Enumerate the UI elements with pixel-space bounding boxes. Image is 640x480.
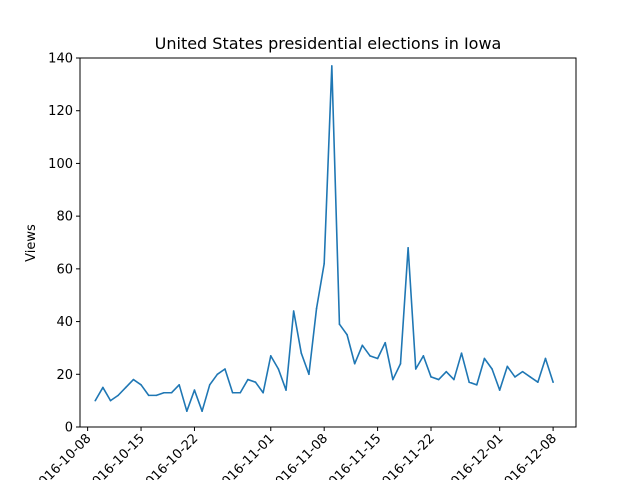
y-axis-ticks: 0 20 40 60 80 100 120 140	[48, 52, 80, 436]
data-point	[414, 368, 417, 370]
data-point	[285, 389, 287, 391]
data-point	[155, 394, 158, 397]
y-tick-label: 40	[56, 315, 73, 330]
data-point	[292, 310, 295, 312]
y-tick-label: 120	[48, 104, 73, 119]
data-point	[476, 384, 478, 386]
data-point	[338, 323, 341, 326]
data-point	[300, 352, 303, 355]
data-point	[186, 410, 188, 412]
data-point	[178, 384, 180, 386]
data-point	[239, 391, 242, 394]
data-point	[369, 355, 371, 357]
data-point	[102, 386, 104, 389]
data-point	[361, 344, 364, 347]
data-point	[376, 357, 379, 360]
data-point	[514, 376, 516, 378]
data-point	[262, 391, 264, 394]
data-point	[460, 352, 463, 355]
data-point	[193, 389, 196, 391]
data-point	[109, 399, 112, 402]
data-point	[201, 410, 203, 412]
y-tick-label: 0	[65, 421, 73, 436]
chart-title: United States presidential elections in …	[155, 34, 502, 53]
data-point	[468, 381, 470, 383]
axes-frame	[79, 57, 577, 428]
data-point	[453, 378, 455, 381]
data-point	[247, 378, 249, 381]
y-tick-label: 60	[56, 262, 73, 277]
data-point	[94, 399, 97, 402]
data-point	[132, 378, 135, 381]
y-tick-label: 100	[48, 157, 73, 172]
data-point	[231, 391, 234, 394]
y-tick-label: 140	[48, 52, 73, 67]
data-point	[331, 65, 333, 67]
plot-area	[94, 65, 554, 412]
data-point	[308, 373, 310, 376]
data-point	[315, 307, 318, 310]
data-point	[506, 365, 509, 368]
data-point	[346, 333, 348, 336]
data-point	[430, 376, 432, 378]
data-point	[140, 384, 142, 386]
data-point	[224, 368, 226, 370]
data-point	[498, 389, 501, 391]
y-axis-label: Views	[24, 224, 39, 262]
data-point	[384, 341, 387, 344]
data-point	[552, 381, 554, 383]
data-point	[521, 370, 524, 373]
data-point	[163, 391, 165, 394]
data-point	[392, 378, 394, 381]
data-point	[323, 262, 325, 265]
data-point	[491, 368, 493, 370]
data-point	[147, 394, 150, 397]
data-point	[407, 246, 409, 249]
data-point	[170, 391, 173, 394]
data-point	[437, 378, 440, 381]
data-point	[399, 362, 402, 365]
data-point	[216, 373, 219, 376]
data-point	[445, 370, 448, 373]
data-point	[544, 357, 547, 360]
y-tick-label: 80	[56, 210, 73, 225]
data-point	[422, 355, 425, 357]
data-point	[353, 362, 356, 365]
data-point	[124, 386, 127, 389]
data-point	[254, 381, 257, 383]
data-point	[208, 384, 211, 386]
data-point	[277, 368, 280, 370]
data-point	[117, 394, 119, 397]
y-tick-label: 20	[56, 368, 73, 383]
data-point	[483, 357, 486, 360]
data-point	[529, 376, 532, 378]
data-point	[269, 355, 272, 357]
data-point	[537, 381, 539, 383]
